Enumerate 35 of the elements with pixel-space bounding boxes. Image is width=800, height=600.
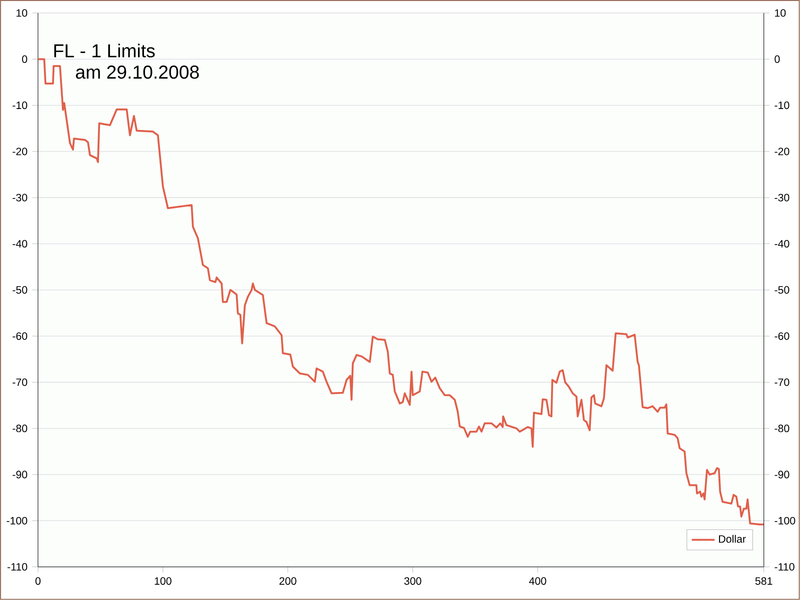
y2-tick-label: -90 xyxy=(774,470,790,478)
x-tick-label: 100 xyxy=(154,577,172,585)
y2-tick-label: -70 xyxy=(774,378,790,386)
y-tick-label: 10 xyxy=(16,9,28,17)
y-tick-label: -50 xyxy=(12,286,28,294)
y2-tick-label: -10 xyxy=(774,102,790,110)
y-tick-label: -40 xyxy=(12,240,28,248)
x-tick-label: 581 xyxy=(755,577,772,585)
y-tick-label: -60 xyxy=(12,332,28,340)
y-tick-label: -10 xyxy=(12,102,28,110)
legend-label: Dollar xyxy=(719,534,746,543)
y2-tick-label: -50 xyxy=(774,286,790,294)
y-tick-label: -30 xyxy=(12,194,28,202)
y2-tick-label: -60 xyxy=(774,332,790,340)
text: am 29.10.2008 xyxy=(76,66,199,79)
x-tick-label: 400 xyxy=(529,577,546,585)
text: FL - 1 Limits xyxy=(54,44,155,58)
y-tick-label: -90 xyxy=(12,470,28,478)
y2-tick-label: -110 xyxy=(774,563,794,571)
y2-tick-label: -80 xyxy=(774,424,790,432)
x-tick-label: 0 xyxy=(35,577,41,585)
y2-tick-label: -40 xyxy=(774,240,790,248)
y2-tick-label: 0 xyxy=(774,55,780,63)
y2-tick-label: -30 xyxy=(774,194,790,202)
y-tick-label: 0 xyxy=(22,55,28,63)
y2-tick-label: -20 xyxy=(774,148,790,156)
y-tick-label: -70 xyxy=(12,378,28,386)
y-tick-label: -20 xyxy=(12,148,28,156)
y-tick-label: -110 xyxy=(8,563,28,571)
y2-tick-label: 10 xyxy=(775,9,786,17)
y-tick-label: -100 xyxy=(6,517,28,525)
x-tick-label: 300 xyxy=(404,577,422,585)
y-tick-label: -80 xyxy=(12,424,28,432)
x-tick-label: 200 xyxy=(279,577,296,585)
y2-tick-label: -100 xyxy=(774,517,796,525)
